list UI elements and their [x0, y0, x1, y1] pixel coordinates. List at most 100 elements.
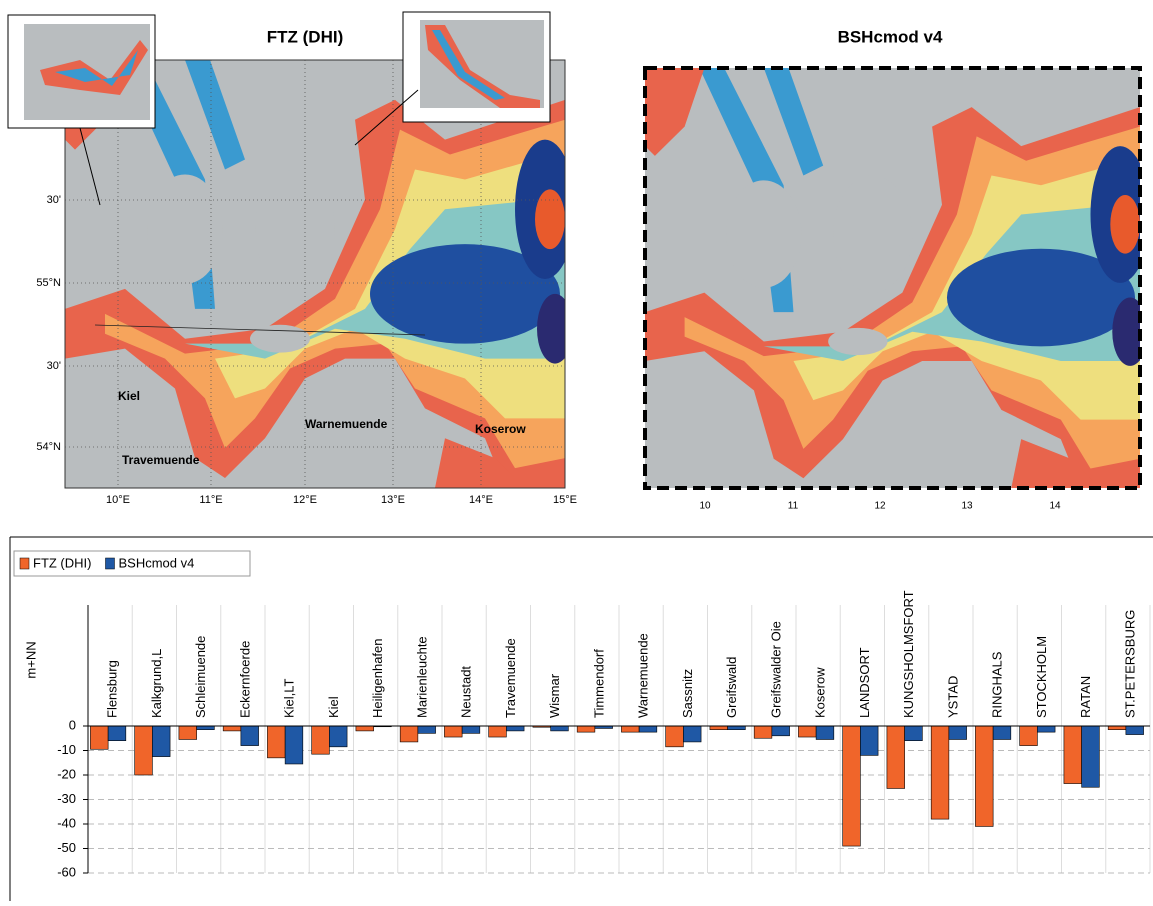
bar: [683, 725, 702, 743]
bar: [196, 725, 215, 730]
x-tick-label: Eckernfoerde: [237, 641, 252, 718]
map-x-label: 11: [788, 501, 799, 512]
bar: [930, 725, 950, 820]
map-x-label: 12: [874, 501, 886, 512]
x-tick-label: Travemuende: [503, 638, 518, 718]
x-tick-label: LANDSORT: [857, 647, 872, 718]
x-tick-label: Koserow: [813, 667, 828, 718]
bar: [842, 725, 861, 847]
x-tick-label: Kiel,LT: [282, 678, 297, 718]
map-x-label: 13°E: [381, 494, 405, 506]
x-tick-label: Schleimuende: [193, 636, 208, 718]
map-y-label: 54°N: [36, 441, 61, 453]
x-tick-label: Wismar: [547, 673, 562, 718]
bar: [461, 725, 481, 734]
x-tick-label: Greifswalder Oie: [768, 621, 783, 718]
legend-swatch: [19, 557, 30, 570]
bar: [488, 725, 507, 738]
x-tick-label: KUNGSHOLMSFORT: [901, 590, 916, 718]
bar: [1107, 725, 1127, 730]
bar: [329, 725, 348, 748]
x-tick-label: Timmendorf: [591, 649, 606, 718]
x-tick-label: Kiel: [326, 696, 341, 718]
map-y-label: 30': [47, 360, 61, 372]
x-tick-label: RINGHALS: [990, 651, 1005, 718]
bar: [1125, 725, 1144, 735]
bar: [134, 725, 153, 776]
bar: [727, 725, 746, 730]
x-tick-label: Flensburg: [105, 660, 120, 718]
x-tick-label: Kalkgrund,L: [149, 649, 164, 718]
x-tick-label: Warnemuende: [636, 633, 651, 718]
map-x-label: 10: [699, 501, 711, 512]
bar: [550, 725, 569, 732]
x-tick-label: Marienleuchte: [414, 636, 429, 718]
map-x-label: 10°E: [106, 494, 130, 506]
x-tick-label: ST.PETERSBURG: [1122, 610, 1137, 718]
bar: [1081, 725, 1100, 788]
bar: [638, 725, 658, 733]
x-tick-label: Sassnitz: [680, 669, 695, 718]
legend-label: FTZ (DHI): [33, 555, 91, 570]
bar: [1019, 725, 1038, 746]
x-tick-label: STOCKHOLM: [1034, 636, 1049, 718]
place-label: Koserow: [475, 422, 526, 436]
bar: [771, 725, 790, 737]
y-tick-label: -20: [57, 766, 76, 781]
place-label: Travemuende: [122, 453, 200, 467]
bar: [753, 725, 773, 739]
bar: [399, 725, 419, 743]
bar: [815, 725, 835, 740]
y-tick-label: -50: [57, 840, 76, 855]
bar: [860, 725, 879, 756]
x-tick-label: YSTAD: [945, 676, 960, 718]
map-x-label: 12°E: [293, 494, 317, 506]
y-tick-label: 0: [69, 717, 76, 732]
bar: [240, 725, 259, 746]
place-label: Kiel: [118, 389, 140, 403]
bar: [311, 725, 330, 755]
map-x-label: 11°E: [199, 494, 222, 506]
x-tick-label: Neustadt: [459, 666, 474, 718]
bar: [178, 725, 197, 740]
legend-label: BSHcmod v4: [118, 555, 194, 570]
y-axis-label: m+NN: [23, 641, 38, 678]
bar: [886, 725, 905, 789]
map-y-label: 55°N: [36, 277, 61, 289]
legend: [13, 550, 251, 577]
y-tick-label: -10: [57, 742, 76, 757]
map-title: BSHcmod v4: [838, 27, 943, 46]
bar: [709, 725, 728, 730]
bar: [621, 725, 640, 733]
bar: [107, 725, 127, 741]
map-bsh: BSHcmod v4: [643, 27, 1142, 490]
place-label: Warnemuende: [305, 417, 388, 431]
bar: [506, 725, 525, 732]
bar: [948, 725, 967, 740]
bar: [444, 725, 463, 738]
map-y-label: 30': [47, 194, 61, 206]
y-tick-label: -60: [57, 864, 76, 879]
bar: [904, 725, 923, 741]
map-x-label: 13: [961, 501, 973, 512]
map-ftz: FTZ (DHI): [7, 11, 566, 489]
bar: [222, 725, 242, 732]
map-x-label: 14: [1049, 501, 1061, 512]
y-tick-label: -40: [57, 815, 76, 830]
legend-swatch: [105, 557, 115, 570]
map-x-label: 14°E: [469, 494, 493, 506]
bar: [267, 725, 286, 759]
map-title: FTZ (DHI): [267, 27, 343, 46]
bar: [284, 725, 304, 765]
bar: [1037, 725, 1056, 733]
bar: [576, 725, 596, 733]
bar: [798, 725, 817, 738]
x-tick-label: Greifswald: [724, 657, 739, 718]
x-tick-label: RATAN: [1078, 676, 1093, 718]
bar: [975, 725, 994, 827]
y-tick-label: -30: [57, 791, 76, 806]
bar: [417, 725, 436, 734]
bar: [992, 725, 1012, 740]
bar: [152, 725, 171, 757]
